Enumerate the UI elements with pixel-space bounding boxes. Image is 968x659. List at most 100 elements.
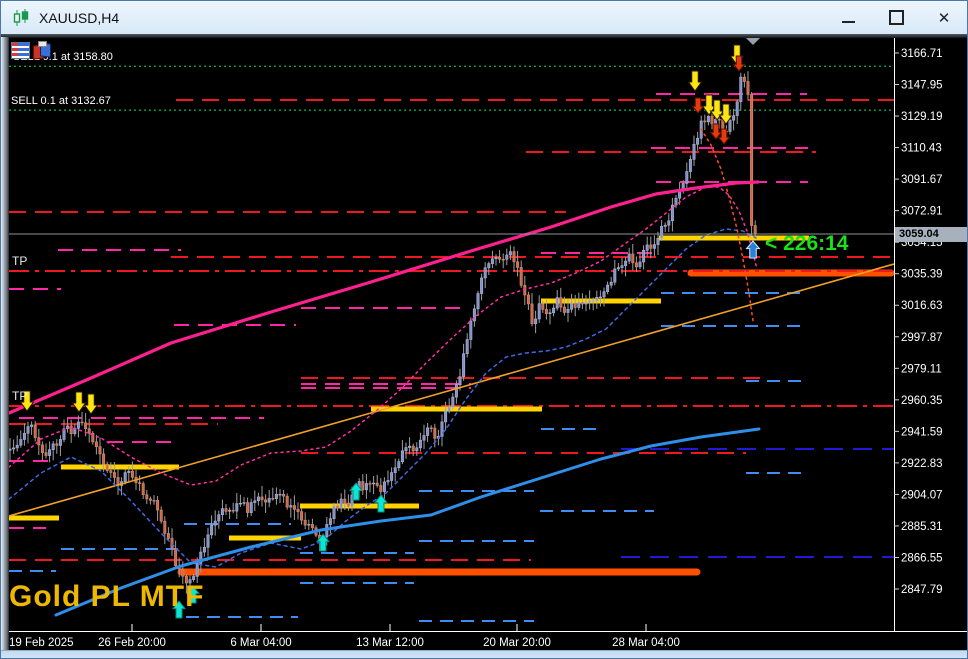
candle-body <box>48 449 52 456</box>
candle-body <box>15 444 19 449</box>
sell-confirm-arrow-icon <box>717 128 731 145</box>
candle-body <box>624 260 628 266</box>
trade-panel-icon[interactable] <box>11 42 30 59</box>
flags-indicator-icon[interactable] <box>33 41 51 60</box>
y-axis-label: 2885.31 <box>901 521 943 533</box>
candle-body <box>390 472 394 481</box>
chart-left-border <box>1 37 9 650</box>
window-title: XAUUSD,H4 <box>39 9 120 26</box>
candle-body <box>750 94 754 226</box>
candle-body <box>12 447 16 450</box>
trendline-orange <box>9 263 894 517</box>
candle-body <box>109 470 113 473</box>
y-axis-label: 2941.59 <box>901 426 943 438</box>
candle-body <box>199 551 203 564</box>
titlebar[interactable]: XAUUSD,H4 ✕ <box>1 1 967 34</box>
candle-body <box>336 505 340 509</box>
y-axis-label: 3166.71 <box>901 48 943 60</box>
candle-body <box>627 253 631 262</box>
candle-body <box>123 472 127 482</box>
candle-body <box>195 563 199 577</box>
candle-body <box>534 318 538 324</box>
candle-body <box>184 575 188 584</box>
candle-body <box>267 498 271 503</box>
buy-signal-arrow-icon <box>185 585 201 604</box>
candle-body <box>148 498 152 501</box>
candle-body <box>393 467 397 473</box>
candle-body <box>98 446 102 455</box>
candle-body <box>487 263 491 269</box>
y-axis-label: 3035.39 <box>901 269 943 281</box>
candle-body <box>652 244 656 249</box>
candle-body <box>480 277 484 294</box>
candle-body <box>260 496 264 501</box>
candle-body <box>508 251 512 256</box>
minimize-button[interactable] <box>835 6 861 30</box>
candle-body <box>660 226 664 239</box>
candle-body <box>494 256 498 260</box>
y-axis-label: 3147.95 <box>901 80 943 92</box>
candle-body <box>440 421 444 437</box>
window-bottom-frame <box>1 650 967 658</box>
close-button[interactable]: ✕ <box>937 9 951 27</box>
candle-body <box>472 308 476 322</box>
candle-body <box>422 435 426 441</box>
candle-body <box>634 262 638 268</box>
candle-body <box>663 224 667 227</box>
candle-body <box>602 291 606 298</box>
candle-body <box>598 296 602 299</box>
candle-body <box>213 520 217 526</box>
y-axis-label: 3091.67 <box>901 174 943 186</box>
candle-body <box>253 500 257 503</box>
candle-body <box>498 256 502 260</box>
candle-body <box>361 481 365 491</box>
candle-body <box>739 76 743 103</box>
candle-body <box>224 508 228 512</box>
y-axis-label: 2866.55 <box>901 552 943 564</box>
candle-body <box>156 500 160 511</box>
candle-body <box>746 81 750 95</box>
candle-body <box>692 143 696 160</box>
sell-signal-arrow-icon <box>718 103 734 125</box>
candle-body <box>30 424 34 427</box>
candle-body <box>328 518 332 525</box>
candle-body <box>570 302 574 310</box>
candle-body <box>418 439 422 449</box>
candle-body <box>408 445 412 448</box>
candle-body <box>105 463 109 471</box>
candle-body <box>217 514 221 522</box>
sell-signal-arrow-icon <box>71 391 87 413</box>
candle-body <box>454 384 458 398</box>
candle-body <box>220 508 224 516</box>
candle-body <box>595 296 599 301</box>
candle-body <box>235 503 239 512</box>
candle-body <box>526 294 530 305</box>
candle-body <box>188 579 192 584</box>
candle-body <box>282 493 286 497</box>
candle-body <box>94 441 98 448</box>
candle-body <box>620 265 624 268</box>
sell-confirm-arrow-icon <box>732 55 746 72</box>
candle-body <box>69 425 73 435</box>
candle-body <box>703 120 707 123</box>
candle-body <box>516 261 520 268</box>
candle-body <box>696 137 700 145</box>
candle-body <box>84 422 88 430</box>
candle-body <box>638 261 642 268</box>
y-axis-label: 2922.83 <box>901 458 943 470</box>
candle-body <box>292 505 296 510</box>
candle-body <box>732 115 736 121</box>
candle-body <box>706 115 710 123</box>
candle-body <box>364 483 368 491</box>
candle-body <box>674 197 678 206</box>
ma-red-dotted-fast <box>700 128 754 322</box>
candle-body <box>735 101 739 116</box>
candle-body <box>256 496 260 502</box>
buy-signal-arrow-icon <box>373 494 389 513</box>
candle-body <box>649 244 653 249</box>
maximize-button[interactable] <box>883 6 909 30</box>
candlestick-chart-icon <box>11 8 31 27</box>
candle-body <box>552 307 556 314</box>
candle-body <box>512 251 516 263</box>
